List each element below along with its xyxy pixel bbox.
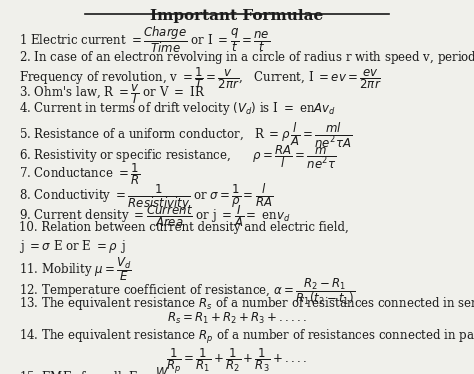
Text: Important Formulae: Important Formulae	[150, 9, 324, 23]
Text: 15. EMF of a cell, E $= \dfrac{W}{q}$: 15. EMF of a cell, E $= \dfrac{W}{q}$	[19, 366, 169, 374]
Text: 5. Resistance of a uniform conductor,   R $= \rho\,\dfrac{l}{A}=\dfrac{ml}{ne^2\: 5. Resistance of a uniform conductor, R …	[19, 121, 352, 150]
Text: 13. The equivalent resistance $R_s$ of a number of resistances connected in seri: 13. The equivalent resistance $R_s$ of a…	[19, 295, 474, 312]
Text: 14. The equivalent resistance $R_p$ of a number of resistances connected in para: 14. The equivalent resistance $R_p$ of a…	[19, 328, 474, 346]
Text: 1 Electric current $=\dfrac{Charge}{Time}$ or I $=\dfrac{q}{t}=\dfrac{ne}{t}$: 1 Electric current $=\dfrac{Charge}{Time…	[19, 24, 270, 55]
Text: j $= \sigma$ E or E $= \rho\,$ j: j $= \sigma$ E or E $= \rho\,$ j	[19, 238, 126, 255]
Text: $\dfrac{1}{R_p} = \dfrac{1}{R_1} + \dfrac{1}{R_2} + \dfrac{1}{R_3} + ....$: $\dfrac{1}{R_p} = \dfrac{1}{R_1} + \dfra…	[166, 346, 308, 374]
Text: 11. Mobility $\mu = \dfrac{V_d}{E}$: 11. Mobility $\mu = \dfrac{V_d}{E}$	[19, 255, 132, 283]
Text: 6. Resistivity or specific resistance,      $\rho =\dfrac{RA}{l}=\dfrac{m}{ne^2\: 6. Resistivity or specific resistance, $…	[19, 143, 337, 171]
Text: 12. Temperature coefficient of resistance, $\alpha = \dfrac{R_2 - R_1}{R_1(t_2 -: 12. Temperature coefficient of resistanc…	[19, 276, 355, 307]
Text: 2. In case of an electron revolving in a circle of radius r with speed v, period: 2. In case of an electron revolving in a…	[19, 46, 474, 69]
Text: 4. Current in terms of drift velocity $(V_d)$ is I $=$ en$Av_d$: 4. Current in terms of drift velocity $(…	[19, 100, 336, 117]
Text: 9. Current density $= \dfrac{Current}{Area}$ or j $= \dfrac{I}{A}=$ en$v_d$: 9. Current density $= \dfrac{Current}{Ar…	[19, 203, 291, 229]
Text: 7. Conductance $= \dfrac{1}{R}$: 7. Conductance $= \dfrac{1}{R}$	[19, 162, 140, 187]
Text: Frequency of revolution, v $=\dfrac{1}{T}=\dfrac{v}{2\pi r}$,   Current, I $= ev: Frequency of revolution, v $=\dfrac{1}{T…	[19, 65, 382, 91]
Text: $R_s = R_1 + R_2 + R_3 + .....$: $R_s = R_1 + R_2 + R_3 + .....$	[167, 311, 307, 326]
Text: 3. Ohm's law, R $=\dfrac{v}{I}$ or V $=$ IR: 3. Ohm's law, R $=\dfrac{v}{I}$ or V $=$…	[19, 83, 205, 106]
Text: 10. Relation between current density and electric field,: 10. Relation between current density and…	[19, 221, 349, 234]
Text: 8. Conductivity $= \dfrac{1}{Resistivity}$ or $\sigma = \dfrac{1}{\rho}=\dfrac{l: 8. Conductivity $= \dfrac{1}{Resistivity…	[19, 183, 273, 213]
